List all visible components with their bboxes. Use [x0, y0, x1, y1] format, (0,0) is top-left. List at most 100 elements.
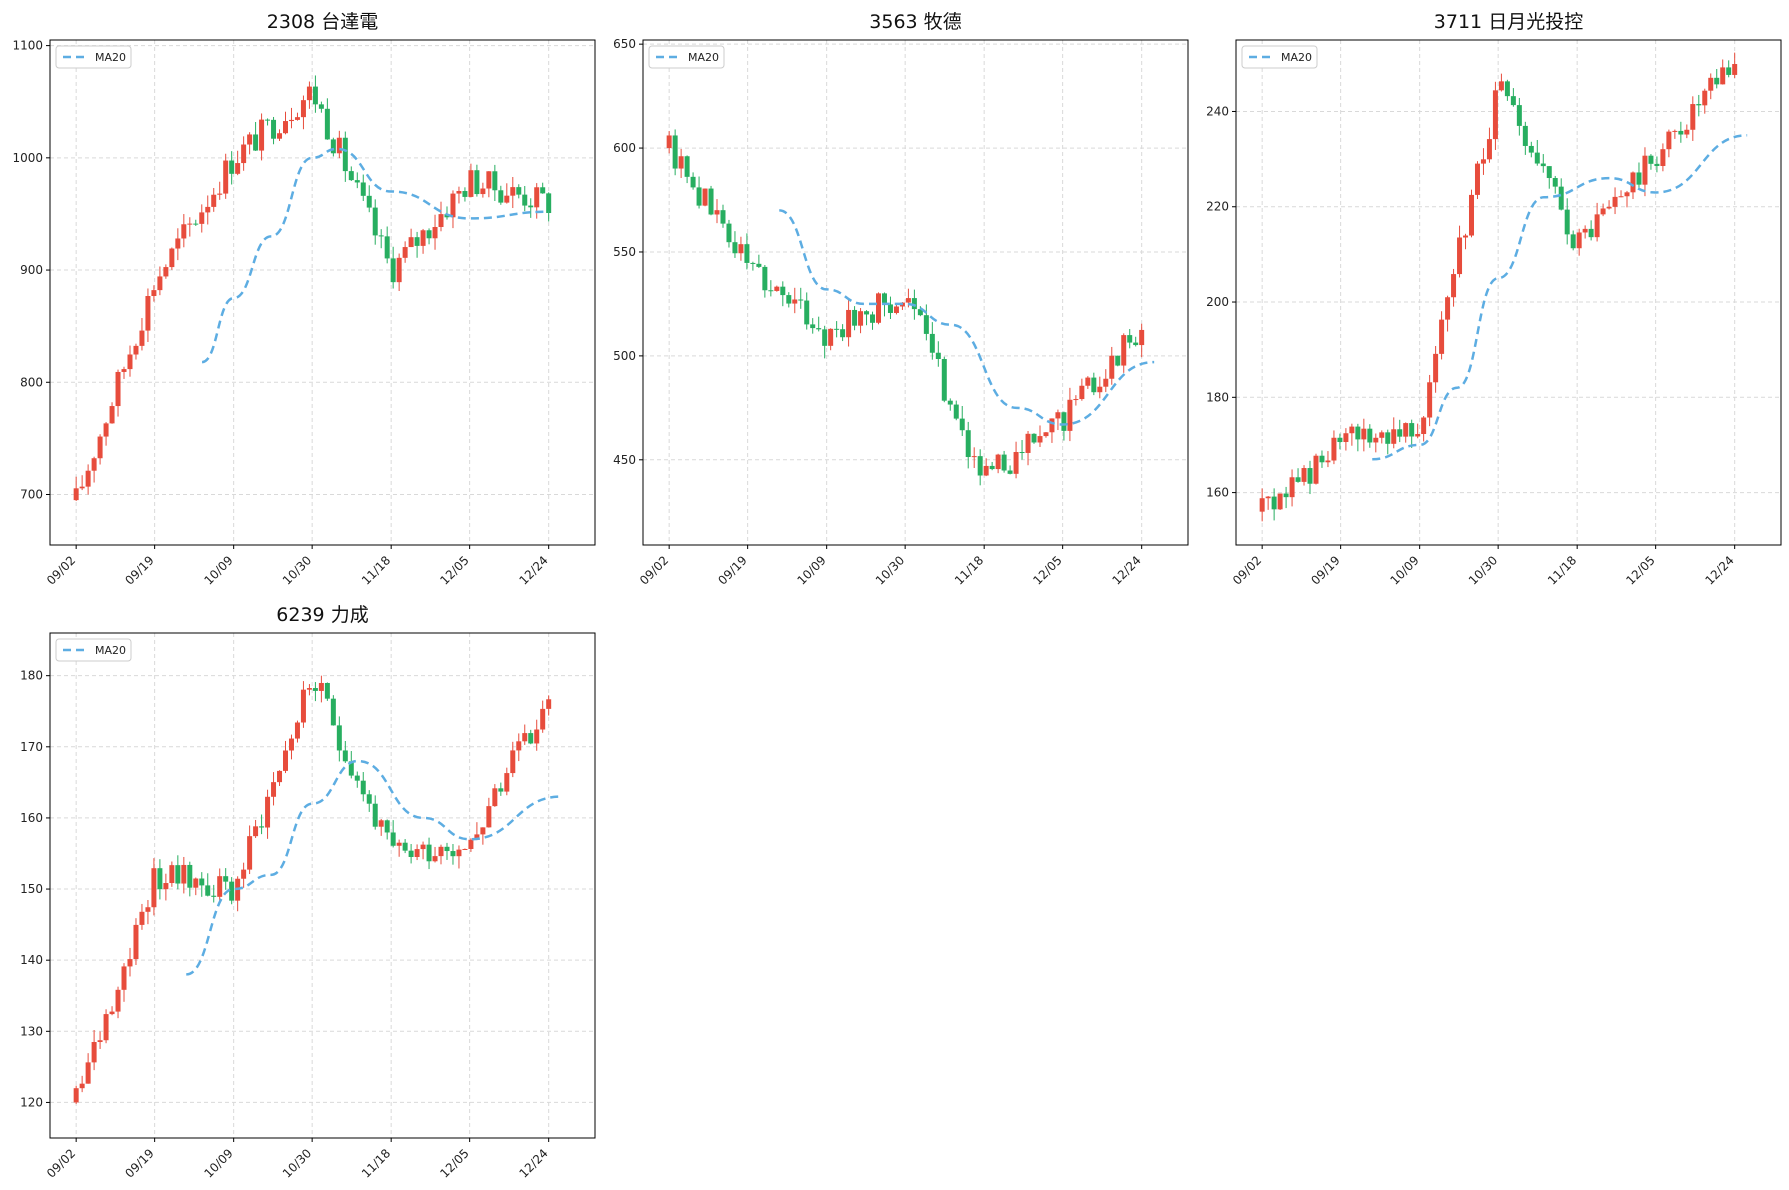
- candle: [1361, 418, 1367, 452]
- candle: [666, 131, 672, 154]
- candle: [1624, 190, 1630, 208]
- chart-panel-3: 6239 力成 120 130 140 150 160 170 180 09/02 09/19 10…: [20, 604, 596, 1181]
- candle: [115, 369, 121, 417]
- candle: [468, 163, 474, 198]
- candle: [1594, 202, 1600, 242]
- candle-body: [480, 188, 486, 195]
- candle: [965, 421, 971, 469]
- candle-body: [750, 262, 756, 264]
- candle-body: [354, 775, 360, 781]
- candle-body: [1720, 67, 1726, 85]
- candle: [1636, 162, 1642, 190]
- candle: [516, 733, 522, 762]
- candle: [235, 150, 241, 176]
- candle: [1337, 433, 1343, 450]
- candle: [85, 464, 91, 495]
- candle-body: [1289, 477, 1295, 498]
- candle-body: [157, 276, 163, 291]
- candle: [79, 475, 85, 491]
- candle-body: [1325, 460, 1331, 463]
- x-tick-label: 11/18: [359, 553, 393, 587]
- candle-body: [324, 682, 330, 699]
- candle-body: [288, 119, 294, 122]
- candle-body: [953, 404, 959, 419]
- candle-body: [1001, 454, 1007, 471]
- candle-body: [1492, 90, 1498, 140]
- candle-body: [744, 244, 750, 263]
- candle-body: [780, 286, 786, 296]
- x-tick-label: 12/24: [516, 553, 550, 587]
- candle-body: [211, 194, 217, 207]
- candle-body: [223, 876, 229, 882]
- candle: [941, 356, 947, 403]
- candle: [253, 121, 259, 151]
- candle-body: [1678, 130, 1684, 135]
- candle: [163, 873, 169, 901]
- legend-box: [1241, 45, 1318, 69]
- candle: [384, 226, 390, 264]
- candle: [175, 228, 181, 261]
- x-tick-label: 10/30: [280, 553, 314, 587]
- candle-body: [193, 223, 199, 225]
- candle-body: [540, 187, 546, 194]
- candle: [139, 903, 145, 930]
- candle: [1277, 493, 1283, 511]
- candle: [181, 214, 187, 248]
- candle: [1103, 369, 1109, 393]
- candle-body: [1469, 194, 1475, 236]
- candle: [1576, 228, 1582, 256]
- candle: [396, 839, 402, 857]
- candle-body: [1055, 412, 1061, 419]
- candle: [1486, 127, 1492, 163]
- candle: [193, 877, 199, 896]
- candle-body: [181, 224, 187, 239]
- candle-body: [1516, 105, 1522, 126]
- candle-body: [384, 236, 390, 259]
- candle: [414, 231, 420, 258]
- candle: [372, 795, 378, 830]
- candle-body: [1690, 104, 1696, 130]
- candle-body: [1726, 67, 1732, 75]
- candle: [522, 724, 528, 745]
- candle-body: [546, 193, 552, 214]
- candle: [271, 116, 277, 145]
- candle: [486, 797, 492, 828]
- candle-body: [1349, 426, 1355, 434]
- candle-body: [923, 315, 929, 334]
- candle-body: [534, 187, 540, 208]
- candle-body: [804, 300, 810, 325]
- candle-body: [97, 436, 103, 459]
- candle-body: [810, 324, 816, 329]
- candle: [1726, 60, 1732, 78]
- candle: [492, 164, 498, 202]
- candle-body: [241, 869, 247, 879]
- candle: [444, 842, 450, 860]
- candle: [438, 844, 444, 865]
- candle: [1001, 450, 1007, 473]
- candle-body: [259, 826, 265, 828]
- candle-body: [684, 156, 690, 177]
- candle-body: [1061, 412, 1067, 431]
- candle-body: [1654, 163, 1660, 166]
- y-tick-label: 800: [20, 375, 43, 389]
- candle-body: [1373, 437, 1379, 443]
- chart-title: 3711 日月光投控: [1434, 11, 1583, 33]
- candle-body: [534, 729, 540, 744]
- candle-body: [1642, 155, 1648, 185]
- candle: [822, 325, 828, 359]
- candle-body: [1540, 163, 1546, 167]
- candle-body: [402, 247, 408, 258]
- candle-body: [1636, 172, 1642, 185]
- candle: [1025, 430, 1031, 466]
- candle: [390, 820, 396, 848]
- candle: [798, 287, 804, 309]
- candle: [324, 682, 330, 701]
- candle-body: [1025, 433, 1031, 453]
- candle: [474, 822, 480, 841]
- candle-body: [1546, 166, 1552, 179]
- candle: [324, 98, 330, 140]
- candle: [294, 720, 300, 743]
- candle-body: [121, 369, 127, 372]
- candle: [283, 740, 289, 774]
- y-tick-label: 1000: [12, 151, 43, 165]
